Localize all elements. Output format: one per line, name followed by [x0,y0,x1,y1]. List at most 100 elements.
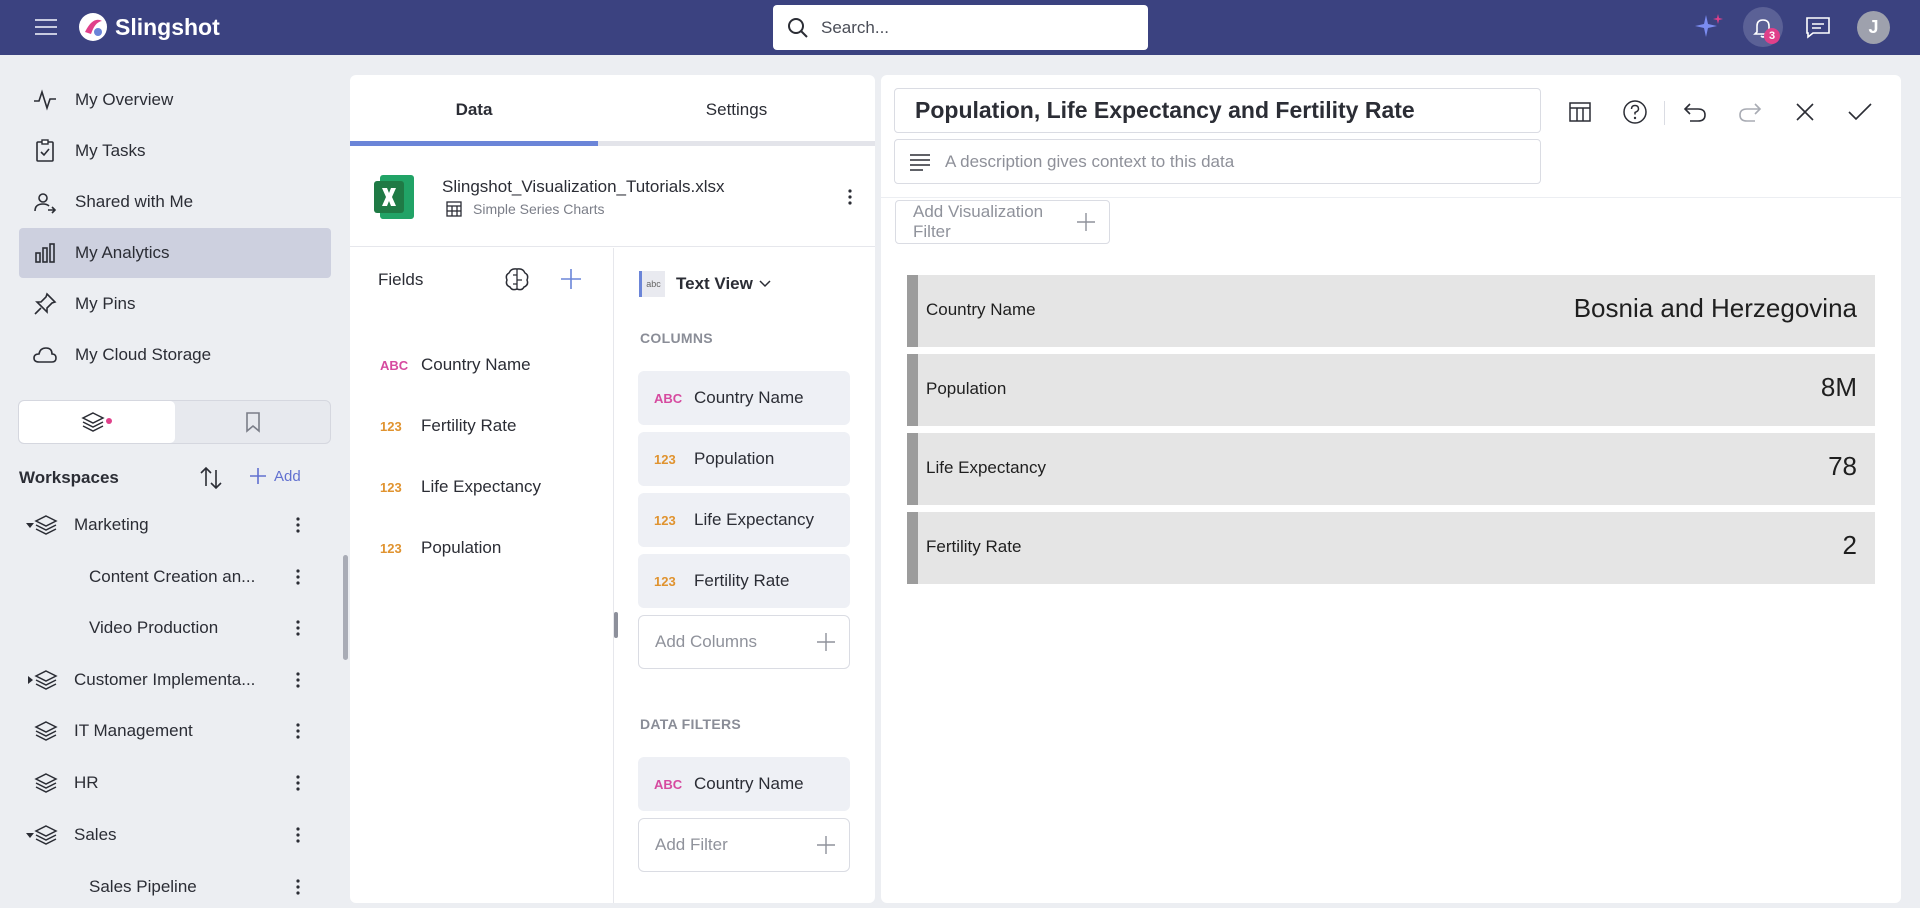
row-value: 78 [1828,451,1857,481]
workspace-hr[interactable]: HR [19,761,319,805]
field-item[interactable]: 123 Life Expectancy [380,467,600,507]
add-filter-button[interactable]: Add Filter [638,818,850,872]
workspace-layers-icon [33,718,59,744]
notification-badge: 3 [1764,28,1780,44]
string-type-badge: ABC [654,776,683,792]
column-pill[interactable]: 123 Population [638,432,850,486]
add-field-icon[interactable] [559,267,583,291]
sidebar-item-label: My Cloud Storage [75,345,212,364]
sidebar-item-my-pins[interactable]: My Pins [19,279,331,329]
filter-pill[interactable]: ABC Country Name [638,757,850,811]
sidebar-item-my-overview[interactable]: My Overview [19,75,331,125]
caret-down-icon[interactable] [25,520,35,530]
number-type-badge: 123 [380,418,402,434]
panel-resize-handle[interactable] [614,612,618,638]
close-icon[interactable] [1788,95,1822,129]
more-options-icon[interactable] [288,823,308,847]
excel-file-icon [374,173,416,221]
workspace-video-production[interactable]: Video Production [19,606,319,650]
column-divider [613,248,614,903]
sidebar-item-label: My Overview [75,90,174,109]
search-input[interactable] [821,17,1121,38]
caret-down-icon[interactable] [25,830,35,840]
workspaces-tab[interactable] [19,401,175,443]
redo-icon[interactable] [1733,95,1767,129]
sidebar-item-shared-with-me[interactable]: Shared with Me [19,177,331,227]
number-type-badge: 123 [380,479,402,495]
field-item[interactable]: 123 Population [380,528,600,568]
add-visualization-filter-button[interactable]: Add Visualization Filter [895,200,1110,244]
avatar[interactable]: J [1857,11,1890,44]
ai-sparkle-icon[interactable] [1690,7,1730,47]
more-options-icon[interactable] [288,719,308,743]
hamburger-menu-icon[interactable] [34,16,58,38]
workspace-sales[interactable]: Sales [19,813,319,857]
column-name: Fertility Rate [694,571,790,590]
text-view-row: Life Expectancy 78 [907,433,1875,505]
add-filter-label: Add Filter [655,835,728,854]
more-options-icon[interactable] [288,565,308,589]
chat-icon[interactable] [1798,7,1838,47]
sidebar-item-label: My Tasks [75,141,146,160]
sidebar-item-my-analytics[interactable]: My Analytics [19,228,331,278]
table-grid-icon[interactable] [1563,95,1597,129]
column-pill[interactable]: ABC Country Name [638,371,850,425]
more-options-icon[interactable] [288,771,308,795]
field-name: Population [421,538,502,557]
cloud-icon [33,343,57,367]
layers-icon [81,410,113,434]
sort-icon[interactable] [197,464,225,492]
workspace-customer-implementation[interactable]: Customer Implementa... [19,658,319,702]
more-options-icon[interactable] [288,616,308,640]
sidebar-item-my-cloud-storage[interactable]: My Cloud Storage [19,330,331,380]
workspace-content-creation[interactable]: Content Creation an... [19,555,319,599]
tab-settings[interactable]: Settings [705,100,768,119]
tree-label: IT Management [74,721,193,740]
workspaces-header: Workspaces Add [19,458,329,498]
row-label: Life Expectancy [926,458,1047,477]
workspace-layers-icon [33,512,59,538]
filter-name: Country Name [694,774,804,793]
more-options-icon[interactable] [840,185,860,209]
more-options-icon[interactable] [288,668,308,692]
add-visualization-filter-label: Add Visualization Filter [913,202,1044,241]
caret-right-icon[interactable] [25,675,35,685]
sidebar-scrollbar[interactable] [343,555,348,660]
undo-icon[interactable] [1678,95,1712,129]
search-box[interactable] [773,5,1148,50]
number-type-badge: 123 [654,573,676,589]
number-type-badge: 123 [654,451,676,467]
plus-icon [815,834,837,856]
column-pill[interactable]: 123 Life Expectancy [638,493,850,547]
file-name: Slingshot_Visualization_Tutorials.xlsx [442,177,725,196]
tab-data[interactable]: Data [455,100,493,119]
workspace-sales-pipeline[interactable]: Sales Pipeline [19,865,319,908]
help-icon[interactable] [1618,95,1652,129]
more-options-icon[interactable] [288,513,308,537]
visualization-title-field[interactable]: Population, Life Expectancy and Fertilit… [894,88,1541,133]
column-pill[interactable]: 123 Fertility Rate [638,554,850,608]
data-filters-section-label: DATA FILTERS [640,716,742,732]
workspace-it-management[interactable]: IT Management [19,709,319,753]
description-input[interactable] [945,151,1505,172]
more-options-icon[interactable] [288,875,308,899]
tree-label: HR [74,773,99,792]
app-name: Slingshot [115,13,220,40]
field-item[interactable]: 123 Fertility Rate [380,406,600,446]
brain-icon[interactable] [503,265,531,293]
description-field[interactable] [894,139,1541,184]
bookmarks-tab[interactable] [175,401,330,443]
notifications-button[interactable]: 3 [1743,7,1783,47]
visualization-type-selector[interactable]: abc Text View [639,271,771,297]
chevron-down-icon [759,280,771,288]
add-workspace-button[interactable]: Add [248,466,301,486]
check-icon[interactable] [1843,95,1877,129]
fields-title: Fields [378,270,424,289]
field-item[interactable]: ABC Country Name [380,345,600,385]
brand[interactable]: Slingshot [78,12,220,42]
bookmark-icon [244,411,262,433]
add-columns-button[interactable]: Add Columns [638,615,850,669]
workspace-marketing[interactable]: Marketing [19,503,319,547]
number-type-badge: 123 [654,512,676,528]
sidebar-item-my-tasks[interactable]: My Tasks [19,126,331,176]
